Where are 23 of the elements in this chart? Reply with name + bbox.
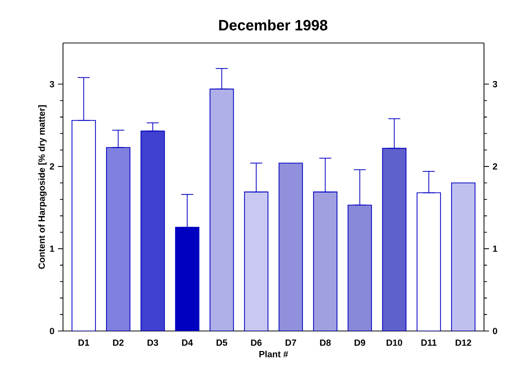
x-tick-label: D7 xyxy=(286,340,296,346)
x-tick-label: D12 xyxy=(456,340,472,346)
y-tick-label: 3 xyxy=(50,80,54,88)
y-tick-label: 0 xyxy=(50,328,54,334)
y-tick-label: 2 xyxy=(50,163,54,170)
y-axis-title: Content of Harpagoside [% dry matter] xyxy=(38,105,47,269)
x-tick-label: D9 xyxy=(354,340,366,346)
x-tick-label: D5 xyxy=(216,340,228,346)
x-tick-label: D8 xyxy=(320,340,331,346)
x-tick-label: D2 xyxy=(113,340,124,346)
y2-tick-label: 0 xyxy=(492,328,498,334)
y2-tick-label: 2 xyxy=(492,163,498,170)
x-tick-label: D1 xyxy=(78,340,90,346)
chart-title: December 1998 xyxy=(219,20,328,30)
x-tick-label: D3 xyxy=(148,340,158,346)
y-tick-label: 1 xyxy=(50,246,54,252)
x-tick-label: D6 xyxy=(251,340,262,346)
x-tick-label: D4 xyxy=(182,340,193,346)
x-axis-title: Plant # xyxy=(259,350,288,358)
y2-tick-label: 1 xyxy=(493,246,498,252)
x-tick-label: D10 xyxy=(386,340,402,346)
x-tick-label: D11 xyxy=(421,340,437,346)
y2-tick-label: 3 xyxy=(492,80,498,88)
